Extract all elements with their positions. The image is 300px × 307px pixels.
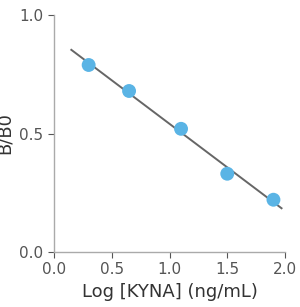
Point [271, 197, 276, 202]
Point [127, 88, 131, 93]
Point [179, 126, 184, 131]
Y-axis label: B/B0: B/B0 [0, 113, 14, 154]
Point [225, 171, 230, 176]
Point [86, 63, 91, 68]
X-axis label: Log [KYNA] (ng/mL): Log [KYNA] (ng/mL) [82, 283, 257, 301]
